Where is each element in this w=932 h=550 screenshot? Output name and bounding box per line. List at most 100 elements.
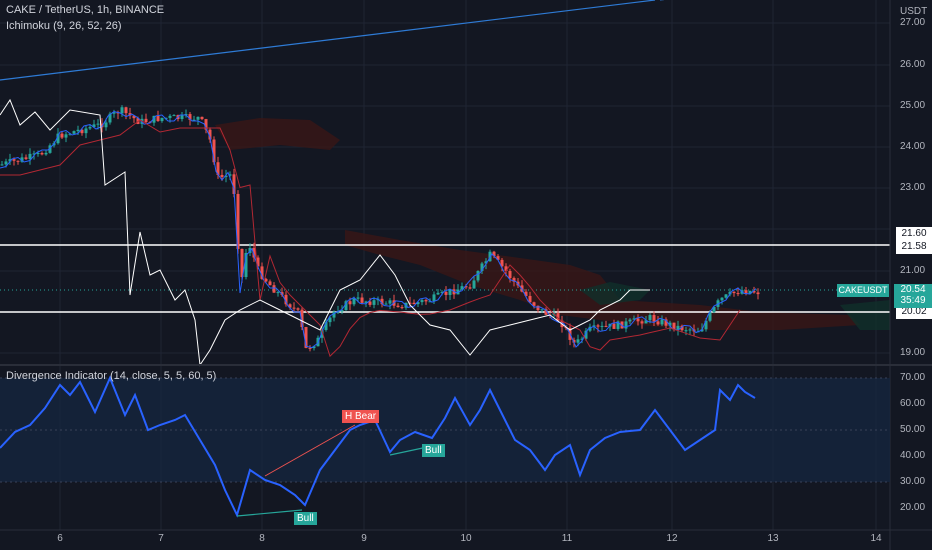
trendline-blue[interactable] xyxy=(0,0,656,81)
candle-body xyxy=(232,174,236,194)
candle-body xyxy=(756,292,760,295)
candle-body xyxy=(156,115,160,122)
candle-body xyxy=(172,115,176,117)
candle-body xyxy=(680,325,684,331)
h-bear-marker[interactable]: H Bear xyxy=(342,410,380,423)
candle-body xyxy=(352,298,356,305)
current-price-tag[interactable]: 20.54 35:49 xyxy=(894,284,932,308)
candle-body xyxy=(152,115,156,123)
candle-body xyxy=(60,133,64,138)
candle-body xyxy=(332,311,336,318)
level-tag-20-02[interactable]: 20.02 xyxy=(896,305,932,319)
candle-body xyxy=(224,175,228,177)
candle-body xyxy=(664,319,668,326)
candle-body xyxy=(304,327,308,348)
candle-body xyxy=(228,174,232,176)
candle-body xyxy=(200,116,204,120)
candle-body xyxy=(400,307,404,309)
candle-body xyxy=(704,320,708,330)
candle-body xyxy=(656,321,660,325)
candle-body xyxy=(484,261,488,264)
candle-body xyxy=(616,321,620,329)
candle-body xyxy=(16,160,20,162)
candle-body xyxy=(308,347,312,349)
bull-divergence-line xyxy=(236,509,303,517)
price-label: 27.00 xyxy=(900,17,926,28)
candle-body xyxy=(532,302,536,306)
candle-body xyxy=(412,302,416,305)
candle-body xyxy=(188,114,192,120)
level-tag-21-60[interactable]: 21.60 xyxy=(896,227,932,241)
kumo-cloud-bear-2 xyxy=(345,230,860,330)
candle-body xyxy=(472,280,476,289)
candle-body xyxy=(288,304,292,308)
candle-body xyxy=(448,289,452,295)
candle-body xyxy=(668,322,672,326)
candle-body xyxy=(344,301,348,311)
ichimoku-legend[interactable]: Ichimoku (9, 26, 52, 26) xyxy=(6,20,122,32)
candle-body xyxy=(204,119,208,130)
candle-body xyxy=(44,152,48,155)
time-label: 6 xyxy=(57,533,63,544)
time-label: 9 xyxy=(361,533,367,544)
candle-body xyxy=(476,270,480,281)
time-label: 12 xyxy=(666,533,678,544)
candle-body xyxy=(492,251,496,257)
candle-body xyxy=(540,309,544,311)
candle-body xyxy=(32,153,36,155)
candle-body xyxy=(416,302,420,305)
bull-marker[interactable]: Bull xyxy=(422,444,445,457)
candle-body xyxy=(644,320,648,324)
candle-body xyxy=(384,303,388,305)
symbol-legend[interactable]: CAKE / TetherUS, 1h, BINANCE xyxy=(6,4,164,16)
candle-body xyxy=(252,248,256,258)
candle-body xyxy=(752,290,756,293)
candle-body xyxy=(556,313,560,321)
candle-body xyxy=(500,259,504,267)
candle-body xyxy=(380,298,384,305)
candle-body xyxy=(260,266,264,279)
candle-body xyxy=(584,330,588,339)
symbol-info[interactable]: CAKE / TetherUS, 1h, BINANCE xyxy=(6,4,165,16)
candle-body xyxy=(388,300,392,304)
candle-body xyxy=(432,294,436,302)
candle-body xyxy=(460,286,464,290)
candle-body xyxy=(84,128,88,134)
divergence-legend[interactable]: Divergence Indicator (14, close, 5, 5, 6… xyxy=(6,370,217,382)
kumo-cloud-bull xyxy=(580,282,650,305)
candle-body xyxy=(256,257,260,267)
level-tag-21-58[interactable]: 21.58 xyxy=(896,240,932,254)
candle-body xyxy=(628,319,632,322)
candle-body xyxy=(672,322,676,330)
candle-body xyxy=(236,193,240,249)
rsi-label: 40.00 xyxy=(900,450,926,461)
candle-body xyxy=(124,107,128,114)
rsi-label: 70.00 xyxy=(900,372,926,383)
candle-body xyxy=(240,248,244,278)
price-label: 24.00 xyxy=(900,141,926,152)
candle-body xyxy=(8,159,12,162)
candle-body xyxy=(212,139,216,163)
candle-body xyxy=(244,252,248,278)
candle-body xyxy=(524,291,528,296)
candle-body xyxy=(132,115,136,119)
candle-body xyxy=(64,134,68,138)
candle-body xyxy=(120,107,124,114)
candle-body xyxy=(80,129,84,134)
symbol-price-tag[interactable]: CAKEUSDT xyxy=(837,284,889,297)
candle-body xyxy=(12,159,16,161)
candle-body xyxy=(160,117,164,122)
candle-body xyxy=(624,321,628,329)
candle-body xyxy=(660,319,664,325)
bull-marker[interactable]: Bull xyxy=(294,512,317,525)
candle-body xyxy=(100,123,104,128)
candle-body xyxy=(348,301,352,305)
rsi-label: 50.00 xyxy=(900,424,926,435)
candle-body xyxy=(428,301,432,303)
candle-body xyxy=(128,113,132,116)
time-label: 8 xyxy=(259,533,265,544)
candle-body xyxy=(168,115,172,118)
candle-body xyxy=(708,312,712,321)
rsi-line xyxy=(0,375,756,518)
